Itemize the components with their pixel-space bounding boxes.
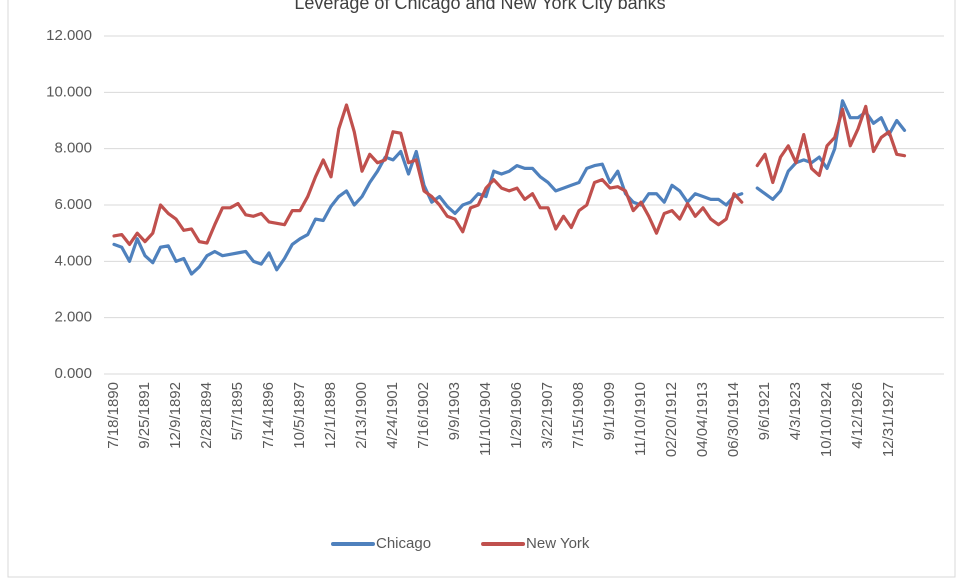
legend-label: Chicago — [376, 535, 431, 552]
x-tick-label: 9/25/1891 — [136, 382, 153, 449]
x-tick-label: 2/28/1894 — [198, 382, 215, 449]
x-tick-label: 4/12/1926 — [849, 382, 866, 449]
x-tick-label: 02/20/1912 — [663, 382, 680, 457]
x-tick-label: 5/7/1895 — [229, 382, 246, 440]
x-tick-label: 7/18/1890 — [105, 382, 122, 449]
x-tick-label: 7/14/1896 — [260, 382, 277, 449]
x-tick-label: 12/1/1898 — [322, 382, 339, 449]
y-tick-label: 10.000 — [46, 83, 92, 100]
x-tick-label: 9/9/1903 — [446, 382, 463, 440]
x-tick-label: 3/22/1907 — [539, 382, 556, 449]
x-tick-label: 11/10/1910 — [632, 382, 649, 456]
y-tick-label: 12.000 — [46, 27, 92, 44]
x-tick-label: 06/30/1914 — [725, 382, 742, 457]
x-tick-label: 12/9/1892 — [167, 382, 184, 449]
y-tick-label: 6.000 — [54, 196, 92, 213]
series-line — [755, 99, 907, 201]
x-tick-label: 1/29/1906 — [508, 382, 525, 449]
x-tick-label: 11/10/1904 — [477, 382, 494, 456]
y-tick-label: 4.000 — [54, 252, 92, 269]
x-tick-label: 9/6/1921 — [756, 382, 773, 440]
y-tick-label: 0.000 — [54, 365, 92, 382]
x-tick-label: 2/13/1900 — [353, 382, 370, 449]
x-tick-label: 9/1/1909 — [601, 382, 618, 440]
legend-label: New York — [526, 535, 590, 552]
y-tick-label: 8.000 — [54, 140, 92, 157]
chart-title: Leverage of Chicago and New York City ba… — [294, 0, 665, 13]
x-tick-label: 7/16/1902 — [415, 382, 432, 449]
x-tick-label: 10/5/1897 — [291, 382, 308, 449]
x-tick-label: 12/31/1927 — [880, 382, 897, 457]
series-line — [755, 104, 907, 185]
x-tick-label: 10/10/1924 — [818, 382, 835, 457]
x-tick-label: 4/3/1923 — [787, 382, 804, 440]
series-line — [112, 103, 744, 247]
x-tick-label: 04/04/1913 — [694, 382, 711, 457]
y-tick-label: 2.000 — [54, 309, 92, 326]
x-tick-label: 4/24/1901 — [384, 382, 401, 449]
x-tick-label: 7/15/1908 — [570, 382, 587, 449]
chart-border — [7, 0, 956, 578]
